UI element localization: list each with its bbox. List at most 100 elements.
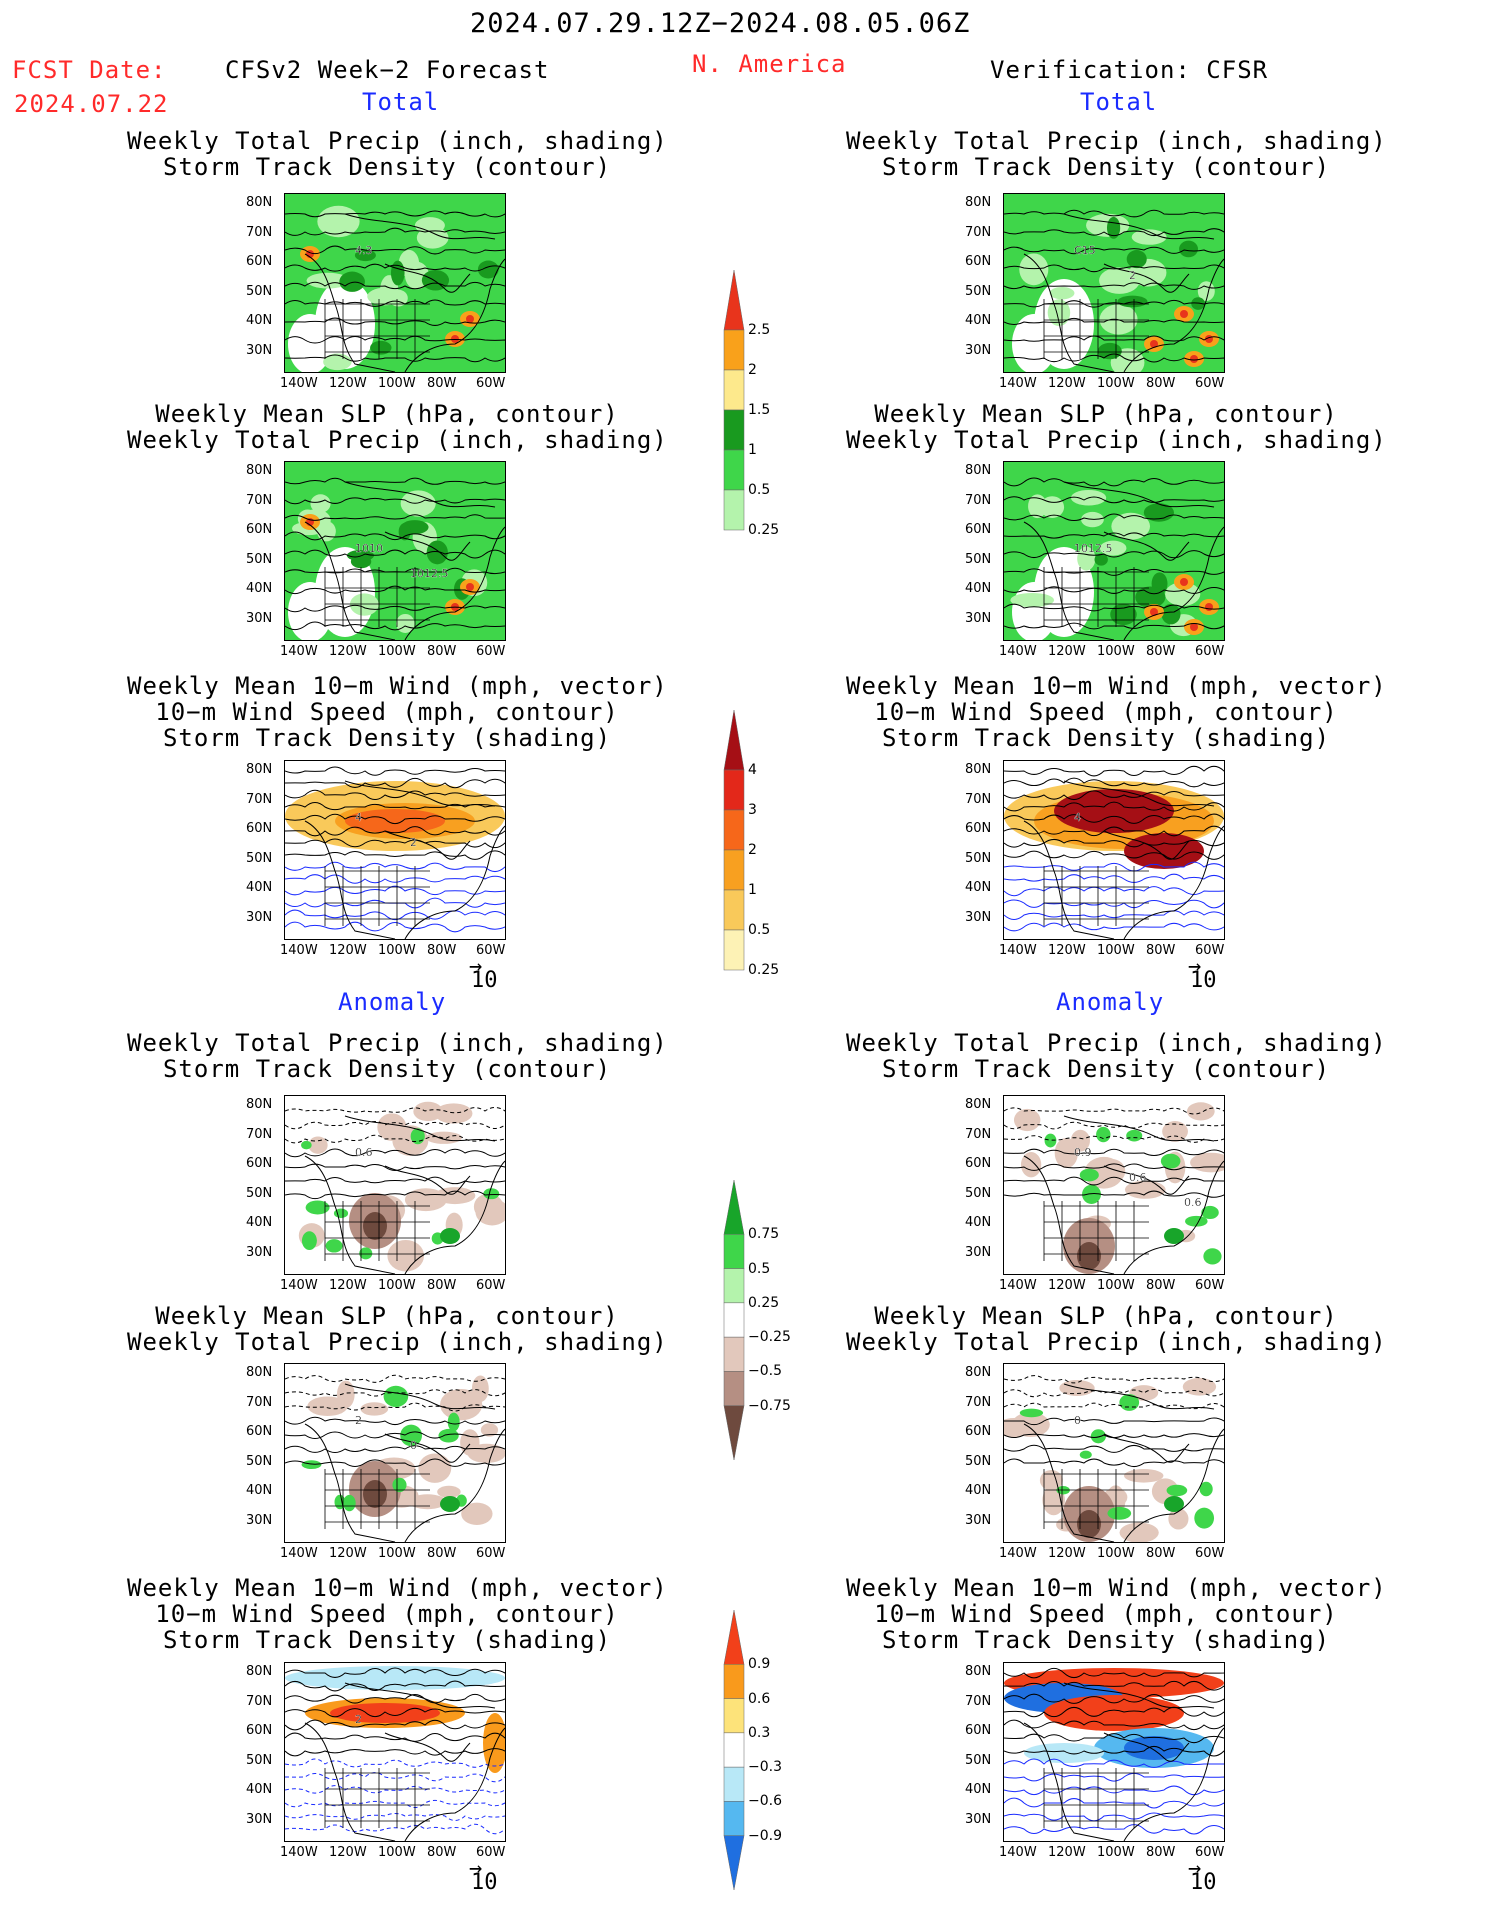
storm-density-high <box>345 809 445 833</box>
anomaly-contour <box>1004 1402 1224 1410</box>
panel-title-line: Storm Track Density (contour) <box>162 153 612 181</box>
contour-label: 4.3 <box>355 244 373 257</box>
moderate-precip <box>421 270 450 291</box>
wet-anomaly <box>1203 1248 1222 1265</box>
lon-tick-label: 80W <box>1146 1845 1176 1860</box>
wet-anomaly <box>1185 1215 1208 1227</box>
arctic-coast <box>344 1682 496 1709</box>
very-heavy-precip <box>1180 310 1188 318</box>
wind-contour <box>285 1667 505 1678</box>
light-precip <box>1077 546 1096 571</box>
wet-anomaly-strong <box>1164 1496 1184 1512</box>
lon-tick-label: 80W <box>1146 943 1176 958</box>
very-heavy-precip <box>1150 340 1158 348</box>
contour-line <box>285 531 505 541</box>
light-precip <box>306 272 350 289</box>
dry-anomaly <box>1119 1522 1159 1542</box>
colorbar-swatch <box>723 409 745 451</box>
dry-anomaly <box>440 1388 483 1421</box>
wet-anomaly-strong <box>1164 1228 1184 1244</box>
lat-tick-label: 30N <box>246 1811 273 1827</box>
colorbar-swatch <box>723 369 745 411</box>
colorbar-swatch <box>723 929 745 971</box>
panel-title-line: Storm Track Density (contour) <box>162 1055 612 1083</box>
lon-tick-label: 140W <box>999 1546 1037 1561</box>
wind-contour <box>285 909 505 921</box>
anomaly-contour <box>1004 1107 1224 1115</box>
lat-tick-label: 70N <box>246 1394 273 1410</box>
dry-anomaly <box>360 1402 389 1416</box>
state-boundaries <box>324 1469 430 1529</box>
lon-tick-label: 100W <box>378 376 416 391</box>
panel-title-line: Weekly Total Precip (inch, shading) <box>127 426 668 454</box>
light-precip <box>1197 281 1215 302</box>
anomaly-contour <box>1004 1148 1224 1156</box>
hudson-bay <box>384 830 471 860</box>
dry-anomaly <box>425 1131 462 1144</box>
lon-tick-label: 60W <box>1195 376 1225 391</box>
colorbar-label: 0.5 <box>748 1260 771 1277</box>
contour-label: 1012.5 <box>410 567 449 580</box>
light-precip <box>310 494 331 513</box>
wind-contour <box>1004 765 1224 777</box>
vector-reference-value: 10 <box>471 968 498 993</box>
vector-reference-value: 10 <box>1190 1870 1217 1895</box>
lat-tick-label: 80N <box>246 195 273 210</box>
colorbar-swatch <box>723 1766 745 1802</box>
east-coastline <box>1123 526 1224 640</box>
colorbar-precip-total <box>723 270 745 531</box>
region-title: N. America <box>692 50 847 78</box>
panel-title-line: 10−m Wind Speed (mph, contour) <box>155 1600 619 1628</box>
lon-tick-label: 140W <box>999 1845 1037 1860</box>
hudson-bay <box>1103 1165 1190 1195</box>
map-windA-l: 2 <box>284 1662 506 1842</box>
wind-contour <box>285 766 505 776</box>
moderate-precip <box>354 249 376 262</box>
anomaly-contour <box>1004 1375 1224 1384</box>
panel-title-line: Storm Track Density (shading) <box>162 724 612 752</box>
lon-tick-label: 100W <box>378 1546 416 1561</box>
contour-line <box>285 497 505 505</box>
lat-tick-label: 50N <box>965 850 992 866</box>
moderate-precip <box>370 340 392 355</box>
colorbar-swatch <box>723 710 745 771</box>
lat-tick-label: 80N <box>246 1365 273 1380</box>
lon-tick-label: 60W <box>1195 1845 1225 1860</box>
lat-tick-label: 80N <box>246 463 273 478</box>
lat-tick-label: 30N <box>965 342 992 358</box>
wind-contour <box>1004 1812 1224 1822</box>
dry-anomaly <box>377 1113 407 1141</box>
moderate-precip <box>1191 297 1205 310</box>
wet-anomaly <box>1090 1429 1106 1444</box>
wet-anomaly <box>1107 1506 1132 1520</box>
light-precip <box>1019 253 1049 286</box>
dry-anomaly <box>1182 1377 1217 1396</box>
lon-tick-label: 140W <box>280 376 318 391</box>
lon-tick-label: 120W <box>329 943 367 958</box>
lon-tick-label: 80W <box>427 1278 457 1293</box>
lat-tick-label: 40N <box>246 581 273 596</box>
lon-tick-label: 60W <box>476 943 506 958</box>
hudson-bay <box>384 531 471 561</box>
dry-anomaly <box>307 1396 348 1416</box>
wet-anomaly <box>1079 1168 1099 1182</box>
wind-contour <box>285 885 505 896</box>
vector-reference-arrow: → <box>469 954 483 979</box>
lon-tick-label: 100W <box>378 644 416 659</box>
colorbar-swatch <box>723 809 745 851</box>
arctic-coast <box>344 1115 496 1142</box>
light-precip <box>1099 267 1140 294</box>
panel-title-line: Weekly Total Precip (inch, shading) <box>846 1029 1387 1057</box>
wet-anomaly <box>392 1477 407 1493</box>
contour-line <box>1004 550 1224 559</box>
lon-tick-label: 100W <box>378 1845 416 1860</box>
hudson-bay <box>1103 1732 1190 1762</box>
light-precip <box>1165 582 1201 607</box>
lon-tick-label: 60W <box>1195 943 1225 958</box>
anomaly-contour <box>285 1374 505 1383</box>
lat-tick-label: 40N <box>246 1483 273 1498</box>
contour-line <box>285 477 505 485</box>
state-boundaries <box>324 1201 430 1261</box>
lon-tick-label: 100W <box>1097 376 1135 391</box>
wind-contour <box>285 1799 505 1808</box>
